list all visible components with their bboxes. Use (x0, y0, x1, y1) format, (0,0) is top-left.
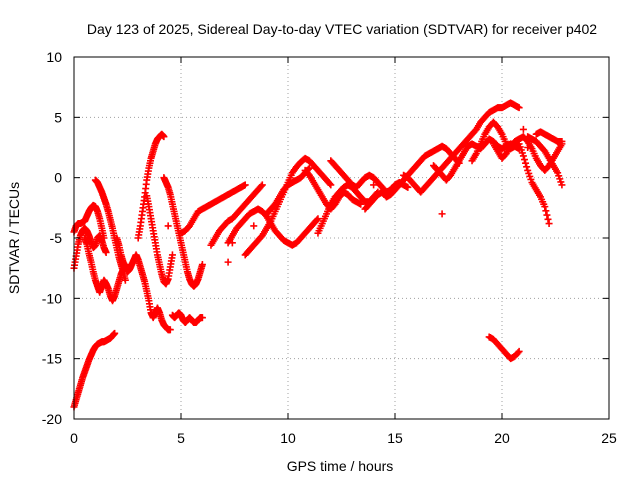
data-point (558, 137, 566, 145)
data-point (370, 181, 378, 189)
data-point (241, 181, 249, 189)
x-tick-label: 15 (387, 430, 403, 446)
data-points (70, 99, 566, 411)
y-tick-label: -15 (42, 351, 62, 367)
x-axis-label: GPS time / hours (287, 458, 394, 474)
series-arc-12 (207, 181, 266, 249)
data-point (313, 216, 321, 224)
series-arc-13 (224, 205, 322, 249)
data-point (514, 349, 522, 357)
series-arc-2 (70, 224, 110, 272)
tick-labels: 0 5 10 15 20 25 -20 -15 -10 -5 0 5 10 (42, 49, 617, 446)
data-point (404, 183, 412, 191)
data-point (522, 159, 530, 167)
series-outliers (164, 125, 532, 266)
data-point (305, 164, 313, 172)
series-arc-10 (168, 309, 206, 326)
y-tick-label: -20 (42, 411, 62, 427)
data-point (520, 156, 528, 164)
y-tick-label: -10 (42, 290, 62, 306)
data-point (519, 152, 527, 160)
data-point (166, 326, 174, 334)
series-arc-11 (177, 181, 249, 237)
data-point (545, 220, 553, 228)
data-point (515, 104, 523, 112)
x-tick-label: 20 (494, 430, 510, 446)
series-arc-6 (113, 234, 174, 334)
data-point (164, 222, 172, 230)
data-point (198, 314, 206, 322)
series-arc-8 (143, 192, 176, 288)
data-point (102, 248, 110, 256)
data-point (111, 329, 119, 337)
data-point (314, 215, 322, 223)
series-arc-25 (532, 128, 566, 145)
series-arc-7 (134, 130, 168, 242)
data-point (160, 133, 168, 141)
data-point (326, 180, 334, 188)
data-point (121, 276, 129, 284)
data-point (523, 163, 531, 171)
chart-title: Day 123 of 2025, Sidereal Day-to-day VTE… (87, 21, 597, 37)
data-point (100, 234, 108, 242)
data-point (524, 144, 532, 151)
data-point (515, 347, 523, 355)
data-point (519, 125, 527, 133)
x-tick-label: 0 (70, 430, 78, 446)
axis-ticks (73, 56, 610, 420)
series-arc-20 (400, 99, 523, 196)
data-point (228, 239, 236, 247)
x-tick-label: 10 (280, 430, 296, 446)
y-tick-label: 5 (54, 109, 62, 125)
data-point (327, 181, 335, 189)
series-arc-17 (314, 181, 382, 237)
data-point (250, 222, 258, 230)
y-axis-label: SDTVAR / TECUs (6, 182, 22, 294)
y-tick-label: -5 (50, 230, 63, 246)
series-arc-1 (70, 329, 119, 411)
x-tick-label: 25 (601, 430, 617, 446)
data-point (258, 181, 266, 189)
data-point (543, 211, 551, 219)
data-point (542, 207, 550, 215)
x-tick-label: 5 (177, 430, 185, 446)
data-point (198, 261, 206, 269)
y-tick-label: 0 (54, 170, 62, 186)
series-arc-24 (524, 133, 566, 189)
series-arc-22 (468, 118, 553, 228)
data-point (224, 258, 232, 266)
data-point (558, 181, 566, 189)
data-point (257, 182, 265, 190)
data-point (168, 251, 176, 259)
y-tick-label: 10 (46, 49, 62, 65)
series-arc-26 (485, 333, 523, 363)
data-point (541, 203, 549, 211)
data-point (438, 210, 446, 218)
series-arc-23 (489, 133, 566, 174)
data-point (357, 200, 365, 208)
series-arc-9 (160, 174, 206, 290)
data-point (544, 215, 552, 223)
